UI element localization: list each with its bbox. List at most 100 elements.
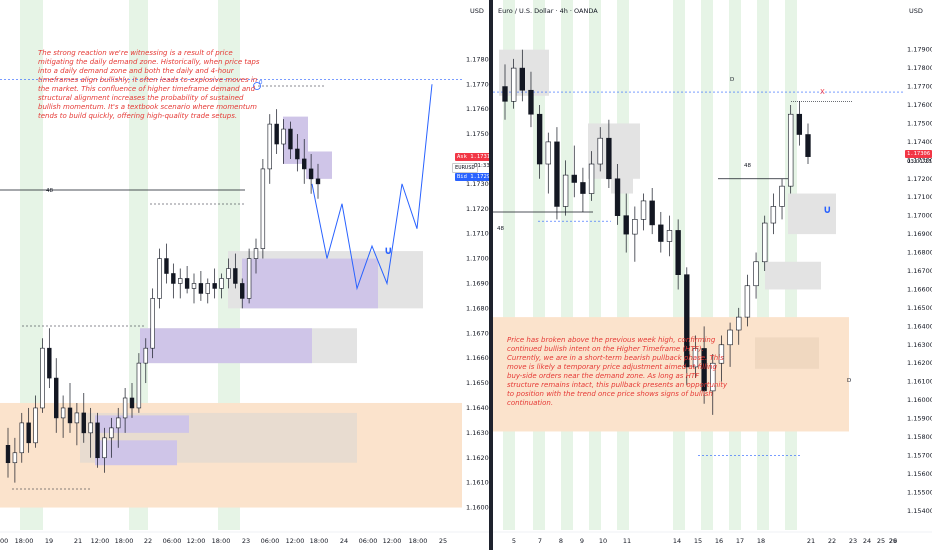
left-x-tick-5: 18:00: [115, 537, 134, 545]
right-y-tick-1: 1.17800: [907, 64, 932, 72]
right-chart-canvas[interactable]: 1.17900 1.17800 1.17700 1.17600 1.17500 1.174…: [493, 0, 932, 550]
right-y-tick-22: 1.15700: [907, 451, 932, 459]
r-candle-body-29: [753, 261, 759, 287]
r-candle-body-26: [727, 329, 733, 346]
left-x-tick-17: 18:00: [409, 537, 428, 545]
right-x-tick-8: 16: [715, 537, 723, 545]
candle-body-43: [302, 158, 307, 170]
right-analysis-note: Price has broken above the previous week…: [507, 336, 728, 407]
candle-body-44: [308, 168, 314, 180]
left-x-tick-7: 06:00: [163, 537, 182, 545]
left-y-axis: [462, 0, 489, 550]
candle-body-29: [205, 283, 210, 294]
r-candle-body-12: [606, 137, 612, 180]
right-x-tick-9: 17: [736, 537, 744, 545]
r-candle-body-34: [796, 113, 803, 135]
r-candle-body-10: [588, 163, 595, 194]
right-y-tick-2: 1.17700: [907, 83, 932, 91]
left-x-tick-0: :00: [0, 537, 8, 545]
right-y-tick-6: 1.17300: [907, 156, 932, 164]
candle-body-25: [178, 278, 183, 284]
left-x-tick-11: 06:00: [261, 537, 280, 545]
right-last-price-tag: 1.17306: [905, 150, 932, 158]
r-candle-body-27: [736, 316, 742, 331]
left-chart-canvas[interactable]: 1.178001.177001.176001.175001.174001.173…: [0, 0, 489, 550]
left-x-tick-16: 12:00: [383, 537, 402, 545]
r-candle-body-32: [779, 185, 785, 207]
r-gray-zone-3: [788, 193, 836, 235]
left-y-tick-0: 1.17800: [466, 55, 489, 63]
r-session-band-6: [701, 0, 713, 530]
right-y-tick-11: 1.16800: [907, 249, 932, 257]
magnet-icon-right[interactable]: ∪: [823, 203, 832, 216]
pane-divider[interactable]: [489, 0, 493, 550]
left-y-tick-17: 1.16100: [466, 479, 489, 487]
candle-body-3: [26, 422, 31, 444]
right-y-tick-10: 1.16900: [907, 230, 932, 238]
r-candle-body-30: [762, 222, 768, 263]
candle-body-34: [240, 283, 245, 299]
candle-body-28: [198, 283, 204, 294]
r-candle-body-33: [788, 113, 794, 187]
r-gray-zone-2: [588, 123, 640, 179]
right-y-tick-15: 1.16400: [907, 322, 932, 330]
candle-body-2: [19, 422, 24, 454]
left-x-tick-14: 24: [340, 537, 348, 545]
r-candle-body-20: [675, 230, 681, 275]
r-gray-zone-4: [765, 261, 821, 290]
candle-body-38: [267, 123, 272, 170]
left-x-tick-12: 12:00: [286, 537, 305, 545]
magnet-icon[interactable]: ∪: [384, 244, 393, 257]
r-candle-body-14: [623, 215, 629, 235]
right-axis-unit: USD: [909, 7, 923, 15]
r-candle-body-22: [692, 348, 699, 368]
right-chart-pane[interactable]: 1.17900 1.17800 1.17700 1.17600 1.17500 1.174…: [493, 0, 932, 550]
right-x-tick-13: 23: [849, 537, 857, 545]
right-x-tick-2: 8: [559, 537, 563, 545]
right-chart-title: Euro / U.S. Dollar · 4h · OANDA: [498, 7, 598, 15]
r-candle-body-1: [510, 67, 517, 102]
candle-body-41: [288, 128, 293, 150]
r-gray-zone-5: [755, 337, 819, 369]
r-candle-body-19: [666, 230, 673, 242]
candle-body-6: [47, 347, 52, 379]
candle-body-33: [233, 268, 238, 284]
r-candle-body-31: [770, 206, 777, 224]
session-band-0: [20, 0, 43, 530]
right-y-tick-13: 1.16600: [907, 285, 932, 293]
right-x-tick-5: 11: [623, 537, 631, 545]
session-band-1: [129, 0, 148, 530]
r-candle-body-21: [684, 274, 690, 368]
r-candle-body-11: [597, 137, 603, 165]
left-x-tick-13: 18:00: [310, 537, 329, 545]
r-candle-body-4: [536, 113, 543, 165]
candle-body-16: [116, 417, 121, 429]
r-candle-body-0: [502, 86, 508, 102]
candle-body-35: [246, 258, 252, 299]
left-y-tick-1: 1.17700: [466, 80, 489, 88]
r-candle-body-6: [554, 141, 560, 207]
left-y-tick-6: 1.17200: [466, 205, 489, 213]
right-daily-label: D: [730, 77, 735, 83]
candle-body-27: [191, 283, 197, 289]
r-gray-zone-6: [611, 175, 633, 194]
right-y-tick-14: 1.16500: [907, 304, 932, 312]
left-chart-pane[interactable]: 1.178001.177001.176001.175001.174001.173…: [0, 0, 496, 550]
marker-circle: [253, 82, 261, 90]
right-bos-label: 48: [497, 226, 504, 232]
left-x-tick-18: 25: [439, 537, 447, 545]
right-y-tick-5: 1.17400: [907, 138, 932, 146]
right-countdown: 03:01:23: [907, 159, 932, 165]
candle-body-39: [274, 123, 279, 145]
left-x-tick-10: 23: [242, 537, 250, 545]
candle-body-9: [67, 407, 73, 424]
r-candle-body-28: [744, 285, 751, 318]
left-y-tick-14: 1.16400: [466, 404, 489, 412]
r-candle-body-15: [632, 219, 638, 235]
right-y-tick-20: 1.15900: [907, 415, 932, 423]
candle-body-14: [102, 437, 107, 459]
candle-body-5: [40, 347, 45, 409]
candle-body-42: [295, 148, 300, 160]
right-y-tick-25: 1.15400: [907, 507, 932, 515]
candle-body-20: [143, 347, 148, 364]
